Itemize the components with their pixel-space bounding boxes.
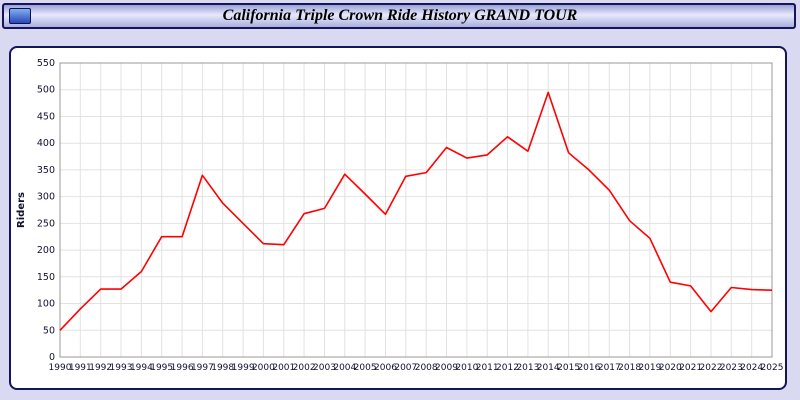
- svg-text:2017: 2017: [598, 363, 621, 373]
- svg-text:2019: 2019: [638, 363, 661, 373]
- svg-text:Riders: Riders: [16, 192, 27, 228]
- svg-text:2021: 2021: [679, 363, 702, 373]
- ride-history-line-chart: 0501001502002503003504004505005501990199…: [16, 58, 784, 373]
- chart-panel: 0 50 100 150 200 250 300 350 400 450 500 550 1990 199…: [9, 46, 787, 390]
- svg-text:1996: 1996: [171, 363, 194, 373]
- svg-text:500: 500: [37, 85, 55, 96]
- svg-text:2007: 2007: [394, 363, 417, 373]
- svg-text:1994: 1994: [130, 363, 153, 373]
- svg-text:300: 300: [37, 192, 55, 203]
- chart-icon: [9, 8, 31, 24]
- svg-text:2012: 2012: [496, 363, 519, 373]
- svg-text:2023: 2023: [720, 363, 743, 373]
- svg-text:2004: 2004: [333, 363, 356, 373]
- svg-text:2009: 2009: [435, 363, 458, 373]
- svg-text:2013: 2013: [516, 363, 539, 373]
- svg-text:1990: 1990: [49, 363, 72, 373]
- svg-text:2003: 2003: [313, 363, 336, 373]
- svg-text:2005: 2005: [354, 363, 377, 373]
- svg-text:2001: 2001: [272, 363, 295, 373]
- svg-text:2006: 2006: [374, 363, 397, 373]
- svg-text:0: 0: [49, 352, 55, 363]
- svg-text:100: 100: [37, 299, 55, 310]
- svg-text:2010: 2010: [455, 363, 478, 373]
- svg-text:450: 450: [37, 112, 55, 123]
- svg-text:2024: 2024: [740, 363, 763, 373]
- svg-text:1993: 1993: [110, 363, 133, 373]
- svg-text:2018: 2018: [618, 363, 641, 373]
- svg-text:2015: 2015: [557, 363, 580, 373]
- svg-text:2016: 2016: [577, 363, 600, 373]
- svg-text:350: 350: [37, 165, 55, 176]
- svg-text:50: 50: [43, 325, 55, 336]
- svg-text:400: 400: [37, 138, 55, 149]
- svg-text:1995: 1995: [150, 363, 173, 373]
- svg-text:150: 150: [37, 272, 55, 283]
- svg-text:2000: 2000: [252, 363, 275, 373]
- svg-text:2025: 2025: [761, 363, 784, 373]
- svg-text:1992: 1992: [89, 363, 112, 373]
- svg-text:2020: 2020: [659, 363, 682, 373]
- svg-text:1999: 1999: [232, 363, 255, 373]
- svg-text:1997: 1997: [191, 363, 214, 373]
- svg-text:200: 200: [37, 245, 55, 256]
- svg-text:2014: 2014: [537, 363, 560, 373]
- svg-text:250: 250: [37, 218, 55, 229]
- page-title: California Triple Crown Ride History GRA…: [222, 7, 578, 24]
- svg-text:550: 550: [37, 58, 55, 69]
- svg-text:2002: 2002: [293, 363, 316, 373]
- svg-text:1998: 1998: [211, 363, 234, 373]
- svg-text:1991: 1991: [69, 363, 92, 373]
- svg-text:2011: 2011: [476, 363, 499, 373]
- svg-text:2008: 2008: [415, 363, 438, 373]
- title-bar: California Triple Crown Ride History GRA…: [2, 3, 796, 29]
- svg-text:2022: 2022: [700, 363, 723, 373]
